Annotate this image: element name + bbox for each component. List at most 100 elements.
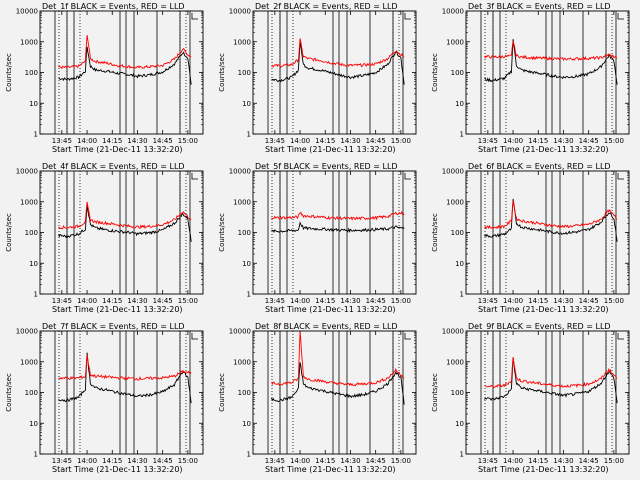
y-tick-label: 1000 <box>233 198 251 206</box>
plot-frame <box>252 330 417 455</box>
y-tick-label: 100 <box>25 69 38 77</box>
y-tick-label: 10000 <box>442 8 464 16</box>
series-line-events <box>271 221 405 234</box>
x-tick-label: 14:00 <box>290 297 310 305</box>
x-tick-label: 14:15 <box>315 137 335 145</box>
y-tick-label: 10 <box>242 100 251 108</box>
x-tick-label: 14:45 <box>366 297 386 305</box>
panel-title: Det_4f BLACK = Events, RED = LLD <box>42 162 185 171</box>
x-tick-label: 14:45 <box>153 137 173 145</box>
x-tick-label: 14:00 <box>77 297 97 305</box>
x-tick-label: 15:00 <box>391 297 411 305</box>
x-axis-label: Start Time (21-Dec-11 13:32:20) <box>52 305 183 314</box>
x-tick-label: 14:15 <box>102 457 122 465</box>
bracket-marker <box>191 173 198 180</box>
x-tick-label: 14:30 <box>553 137 573 145</box>
series-line-lld <box>484 200 618 230</box>
series-line-events <box>58 352 192 404</box>
plot-frame <box>465 330 630 455</box>
y-tick-label: 1000 <box>233 358 251 366</box>
y-tick-label: 1 <box>34 291 38 299</box>
x-tick-label: 15:00 <box>178 457 198 465</box>
x-tick-label: 13:45 <box>52 297 72 305</box>
x-tick-label: 15:00 <box>178 297 198 305</box>
x-tick-label: 14:00 <box>77 137 97 145</box>
x-tick-label: 14:15 <box>528 137 548 145</box>
x-tick-label: 15:00 <box>391 137 411 145</box>
series-line-lld <box>58 201 192 230</box>
detector-panel-7: Det_7f BLACK = Events, RED = LLD Counts/s… <box>5 322 204 474</box>
y-tick-label: 1 <box>247 291 251 299</box>
x-tick-label: 14:00 <box>290 137 310 145</box>
series-line-events <box>58 46 192 85</box>
y-tick-label: 1000 <box>20 38 38 46</box>
y-tick-label: 10 <box>29 100 38 108</box>
panel-title: Det_5f BLACK = Events, RED = LLD <box>255 162 398 171</box>
x-tick-label: 14:30 <box>127 297 147 305</box>
y-tick-label: 10000 <box>229 8 251 16</box>
x-tick-label: 14:30 <box>340 297 360 305</box>
detector-panel-8: Det_8f BLACK = Events, RED = LLD Counts/s… <box>218 322 417 474</box>
plot-frame <box>39 330 204 455</box>
x-tick-label: 14:30 <box>553 297 573 305</box>
series-line-events <box>484 198 618 242</box>
detector-panel-9: Det_9f BLACK = Events, RED = LLD Counts/s… <box>431 322 630 474</box>
x-tick-label: 15:00 <box>604 137 624 145</box>
x-axis-label: Start Time (21-Dec-11 13:32:20) <box>478 145 609 154</box>
x-tick-label: 15:00 <box>604 297 624 305</box>
bracket-marker <box>617 333 624 340</box>
x-tick-label: 14:30 <box>340 457 360 465</box>
y-tick-label: 1 <box>34 131 38 139</box>
x-tick-label: 15:00 <box>178 137 198 145</box>
y-axis-label: Counts/sec <box>5 213 13 252</box>
y-tick-label: 100 <box>451 229 464 237</box>
y-tick-label: 10000 <box>229 328 251 336</box>
y-tick-label: 1 <box>34 451 38 459</box>
y-tick-label: 1 <box>460 291 464 299</box>
x-tick-label: 14:45 <box>366 137 386 145</box>
y-tick-label: 10 <box>29 420 38 428</box>
y-tick-label: 10000 <box>442 168 464 176</box>
y-axis-label: Counts/sec <box>431 373 439 412</box>
detector-panel-1: Det_1f BLACK = Events, RED = LLD Counts/s… <box>5 2 204 154</box>
bracket-marker <box>404 333 411 340</box>
y-axis-label: Counts/sec <box>431 213 439 252</box>
x-tick-label: 14:30 <box>340 137 360 145</box>
y-tick-label: 10 <box>455 260 464 268</box>
detector-panel-3: Det_3f BLACK = Events, RED = LLD Counts/s… <box>431 2 630 154</box>
y-tick-label: 100 <box>451 69 464 77</box>
x-axis-label: Start Time (21-Dec-11 13:32:20) <box>265 145 396 154</box>
y-tick-label: 10000 <box>16 8 38 16</box>
detector-panel-6: Det_6f BLACK = Events, RED = LLD Counts/s… <box>431 162 630 314</box>
plot-frame <box>39 10 204 135</box>
y-tick-label: 10 <box>242 260 251 268</box>
y-tick-label: 1 <box>460 131 464 139</box>
x-axis-label: Start Time (21-Dec-11 13:32:20) <box>478 465 609 474</box>
x-tick-label: 14:15 <box>528 457 548 465</box>
x-tick-label: 14:45 <box>366 457 386 465</box>
x-tick-label: 13:45 <box>265 297 285 305</box>
y-tick-label: 1 <box>460 451 464 459</box>
x-tick-label: 14:45 <box>153 297 173 305</box>
series-line-lld <box>484 357 618 389</box>
y-tick-label: 1000 <box>20 198 38 206</box>
x-tick-label: 13:45 <box>478 297 498 305</box>
bracket-marker <box>617 173 624 180</box>
y-axis-label: Counts/sec <box>218 53 226 92</box>
x-tick-label: 15:00 <box>604 457 624 465</box>
x-axis-label: Start Time (21-Dec-11 13:32:20) <box>265 465 396 474</box>
detector-panel-4: Det_4f BLACK = Events, RED = LLD Counts/s… <box>5 162 204 314</box>
series-line-events <box>271 42 405 85</box>
series-line-lld <box>271 330 405 387</box>
y-axis-label: Counts/sec <box>218 373 226 412</box>
bracket-marker <box>191 13 198 20</box>
y-tick-label: 1 <box>247 131 251 139</box>
x-tick-label: 14:45 <box>579 457 599 465</box>
y-tick-label: 10000 <box>442 328 464 336</box>
y-tick-label: 1 <box>247 451 251 459</box>
y-tick-label: 10 <box>242 420 251 428</box>
series-line-events <box>484 357 618 404</box>
x-tick-label: 14:00 <box>77 457 97 465</box>
series-line-lld <box>58 354 192 381</box>
